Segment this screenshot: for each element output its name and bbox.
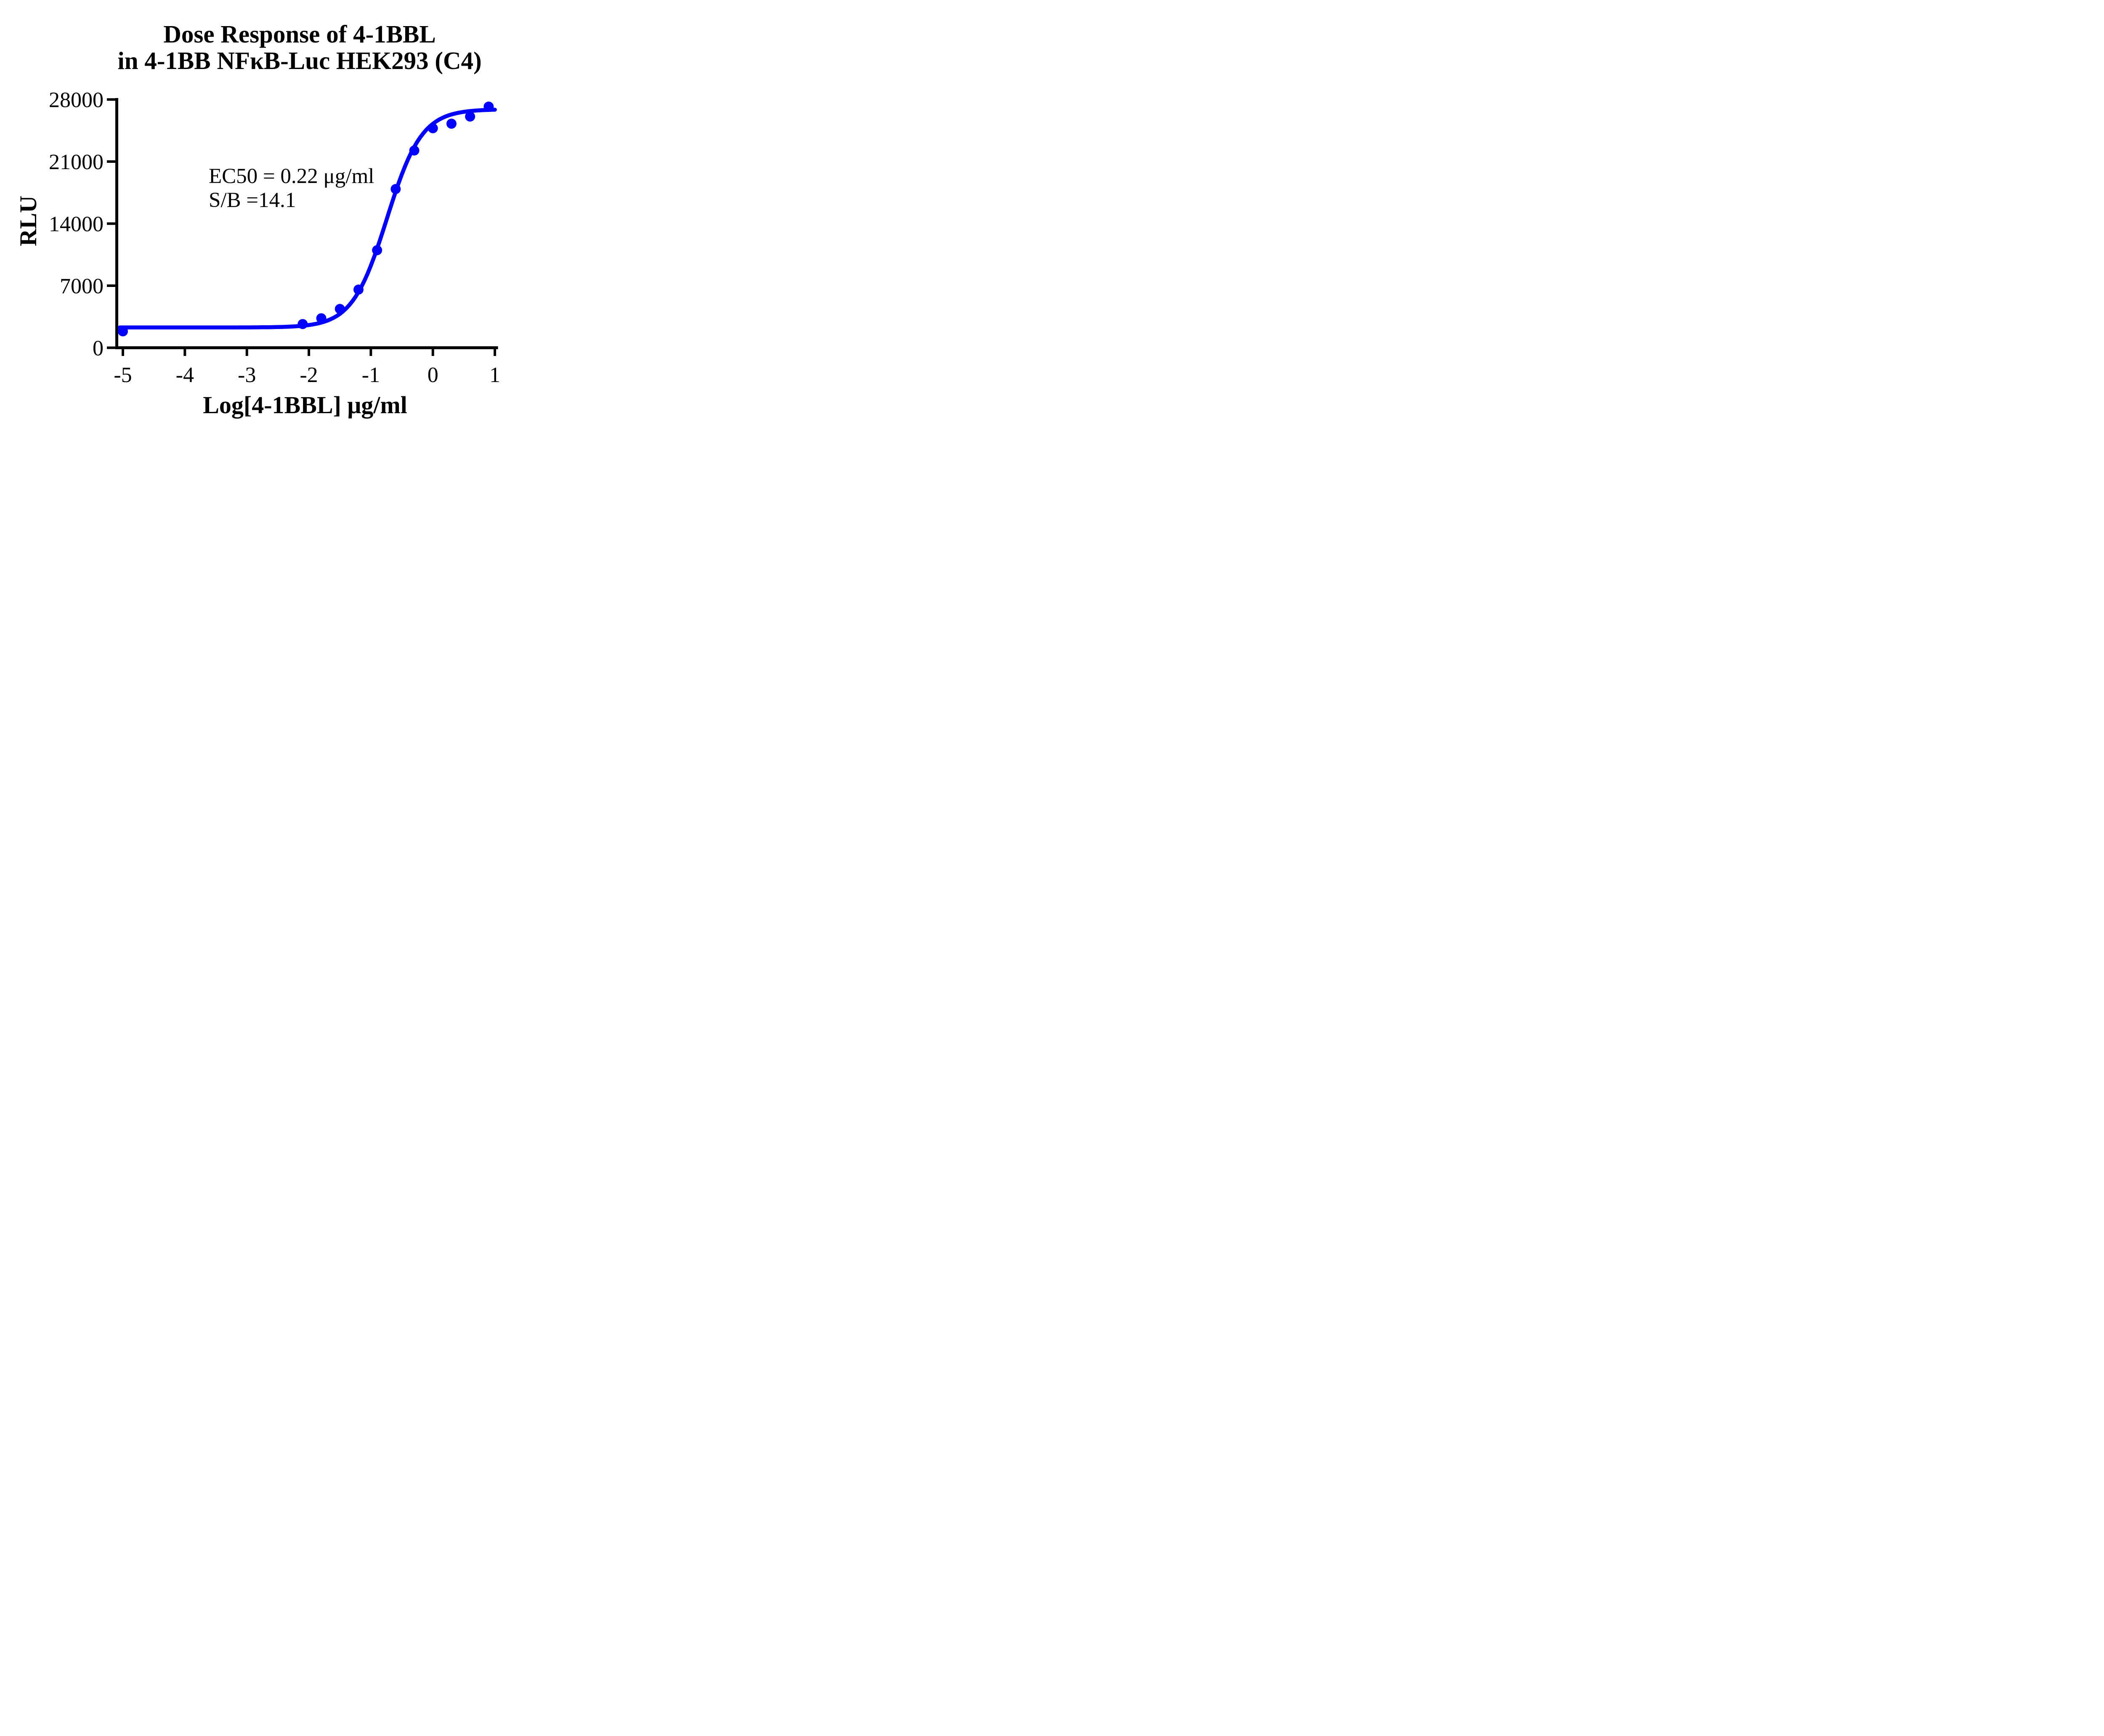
data-point [391, 184, 401, 194]
x-tick [183, 349, 186, 356]
x-tick-label: 1 [489, 363, 500, 387]
data-point [465, 111, 476, 122]
y-tick [107, 222, 115, 225]
x-axis-title: Log[4-1BBL] μg/ml [203, 391, 407, 419]
signal-to-background-annotation: S/B =14.1 [209, 188, 296, 212]
chart-title-line2: in 4-1BB NFκB-Luc HEK293 (C4) [117, 47, 482, 74]
dose-response-figure: Dose Response of 4-1BBL in 4-1BB NFκB-Lu… [0, 0, 550, 434]
data-point [298, 319, 308, 329]
y-tick-label: 21000 [49, 150, 104, 174]
chart-svg: 0 7000 14000 21000 28000 -5 -4 -3 -2 -1 0 1 [49, 88, 500, 388]
y-tick [107, 98, 115, 101]
y-tick-label: 0 [93, 337, 104, 361]
chart-title: Dose Response of 4-1BBL in 4-1BB NFκB-Lu… [60, 21, 539, 74]
x-tick [431, 349, 434, 356]
data-point [353, 284, 364, 295]
data-point [335, 304, 345, 314]
data-point [118, 326, 128, 337]
ec50-annotation: EC50 = 0.22 μg/ml [209, 165, 375, 188]
x-tick [369, 349, 372, 356]
x-tick-label: -1 [362, 363, 380, 387]
chart-title-line1: Dose Response of 4-1BBL [163, 20, 436, 48]
data-point [316, 313, 327, 324]
x-tick-label: -5 [114, 363, 132, 387]
data-point [409, 145, 420, 156]
x-axis-line [115, 346, 498, 349]
y-tick-label: 28000 [49, 88, 104, 112]
x-tick [122, 349, 124, 356]
x-tick-label: -2 [300, 363, 318, 387]
y-tick-label: 7000 [60, 274, 104, 298]
fit-curve [117, 107, 497, 329]
y-tick-label: 14000 [49, 212, 104, 236]
data-point [372, 245, 383, 255]
y-axis-line [115, 98, 118, 349]
data-point [428, 123, 438, 133]
x-tick-label: -3 [238, 363, 256, 387]
x-tick [494, 349, 496, 356]
x-tick [245, 349, 248, 356]
data-point [483, 101, 494, 112]
x-tick [308, 349, 310, 356]
y-tick [107, 160, 115, 163]
x-tick-label: -4 [176, 363, 194, 387]
x-tick-label: 0 [428, 363, 438, 387]
data-point [446, 119, 457, 129]
y-tick [107, 346, 115, 349]
y-tick [107, 284, 115, 287]
fit-annotation: EC50 = 0.22 μg/ml S/B =14.1 [209, 165, 374, 212]
